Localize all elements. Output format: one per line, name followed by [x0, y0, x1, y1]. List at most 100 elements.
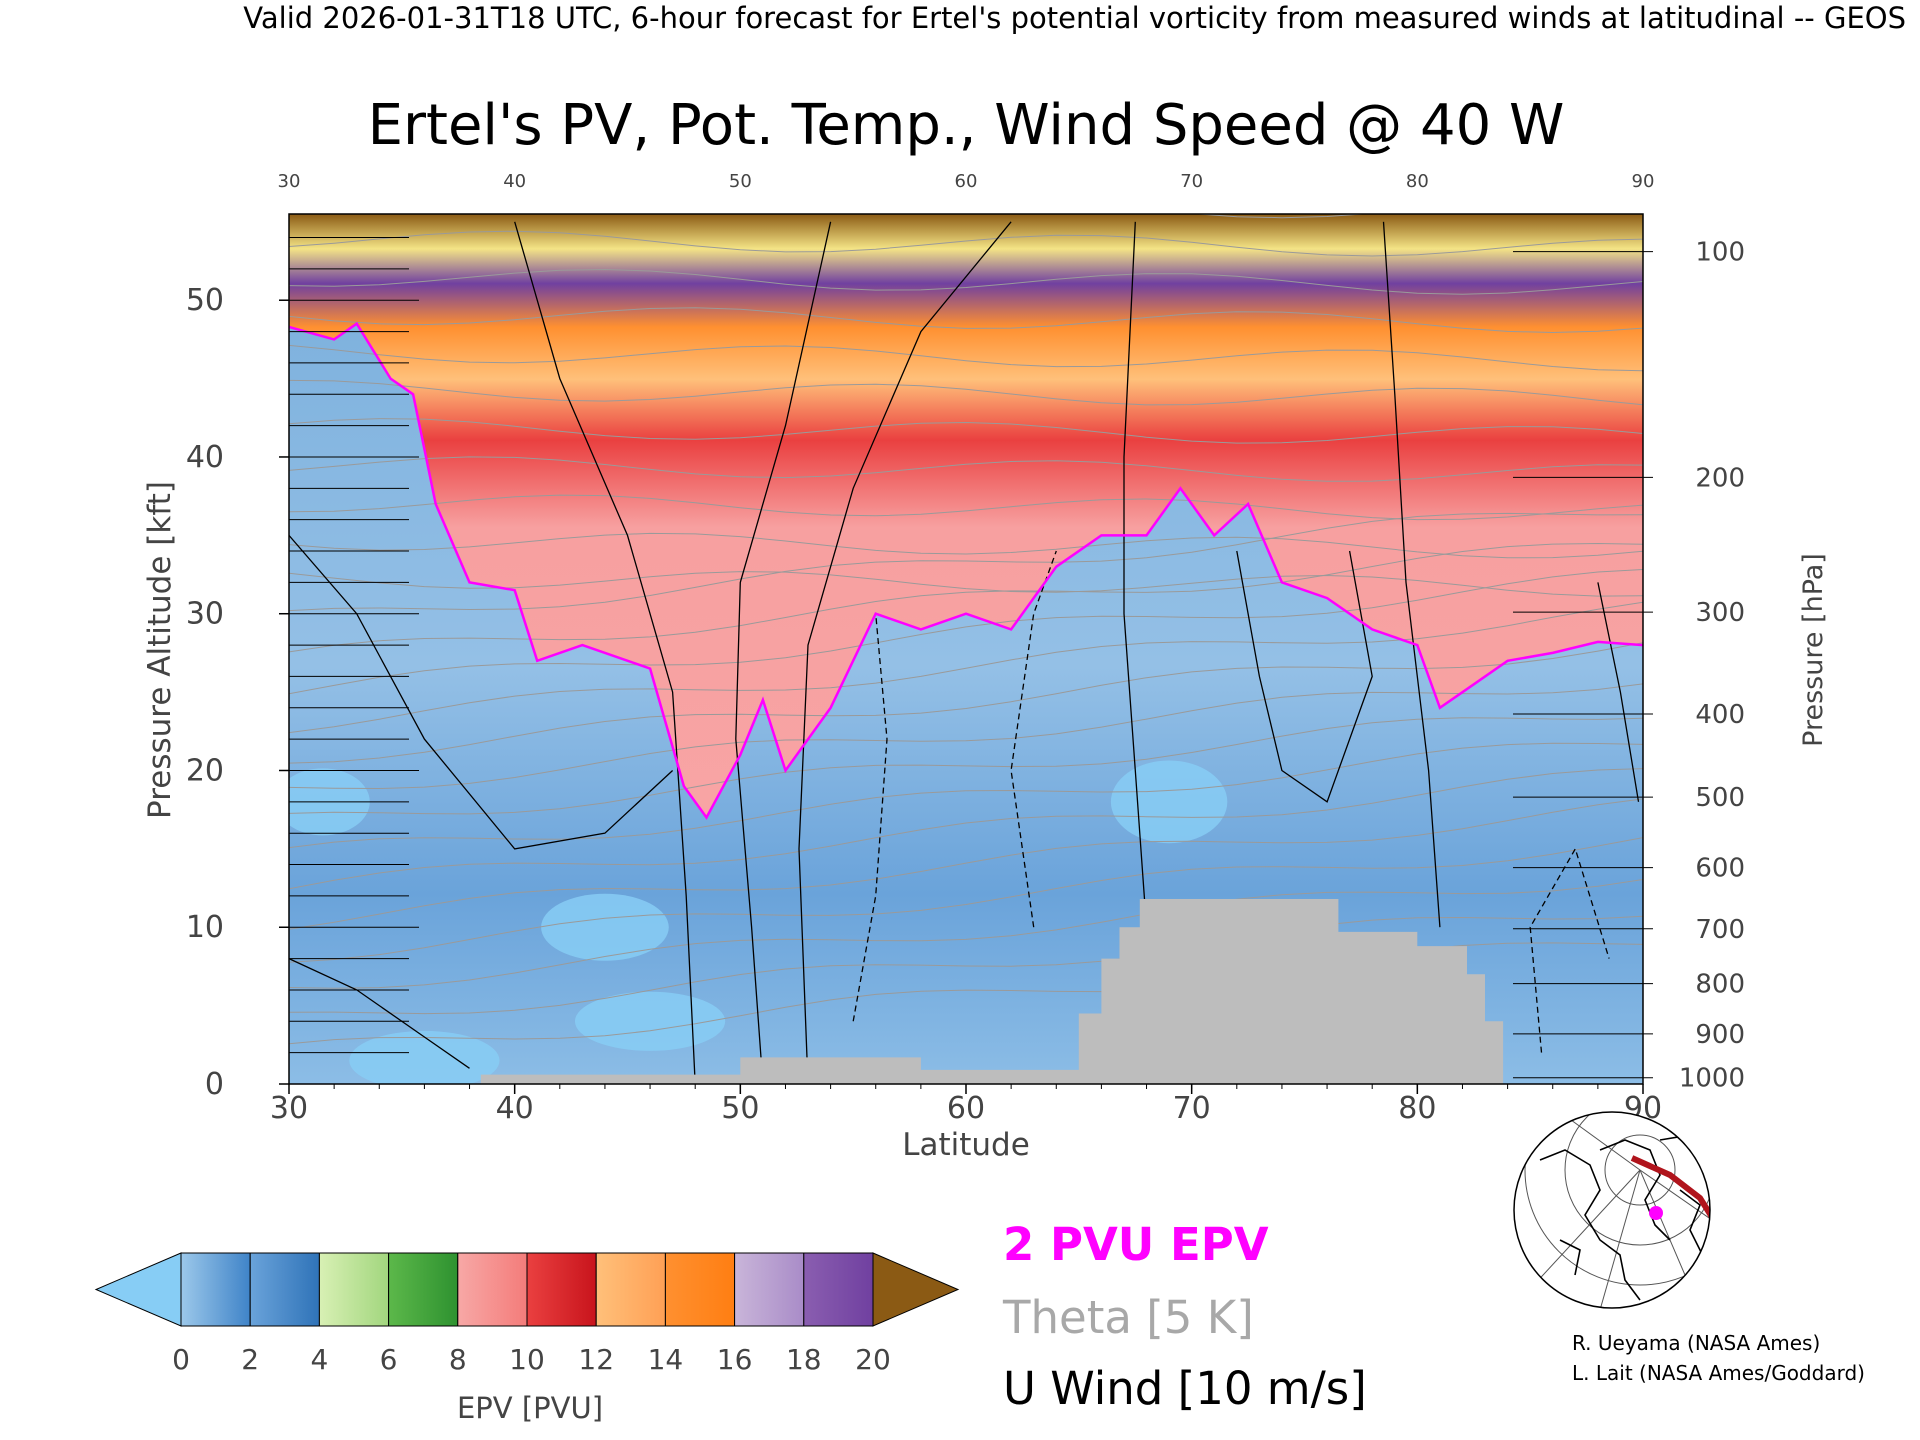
u-wind-contour: [1382, 221, 1441, 928]
theta-contour: [289, 915, 1643, 1015]
y-axis-left-label: Pressure Altitude [kft]: [142, 481, 178, 819]
y-right-tick-label: 1000: [1679, 1064, 1745, 1094]
y-right-tick-label: 100: [1695, 238, 1745, 268]
y-left-tick-label: 0: [205, 1067, 224, 1102]
colorbar-segment: [595, 1252, 666, 1327]
y-left-tick-label: 10: [186, 910, 224, 945]
colorbar-segment: [734, 1252, 805, 1327]
x-top-tick-label: 80: [1406, 171, 1429, 192]
under-range-patch: [574, 991, 726, 1051]
map-inset: [1513, 1111, 1711, 1309]
colorbar-segment: [388, 1252, 459, 1327]
colorbar-tick-label: 6: [380, 1343, 398, 1376]
y-right-tick-label: 700: [1695, 915, 1745, 945]
colorbar-segment: [457, 1252, 528, 1327]
colorbar-segment: [180, 1252, 251, 1327]
plot-area: [289, 214, 1643, 1084]
colorbar-over-triangle: [872, 1252, 960, 1327]
colorbar-segment: [249, 1252, 320, 1327]
colorbar-segment: [803, 1252, 874, 1327]
theta-contour: [289, 542, 1643, 653]
theta-contour: [289, 569, 1643, 695]
theta-contours: [289, 214, 1643, 1045]
u-wind-contour: [798, 221, 1012, 1084]
chart-title: Ertel's PV, Pot. Temp., Wind Speed @ 40 …: [368, 93, 1565, 158]
u-wind-contour: [852, 613, 888, 1022]
y-right-tick-label: 200: [1695, 463, 1745, 493]
legend-theta: Theta [5 K]: [1002, 1291, 1254, 1344]
theta-contour: [289, 768, 1643, 890]
u-wind-contour: [514, 221, 696, 1084]
tropopause-2pvu-line: [289, 321, 1643, 820]
theta-contour: [289, 512, 1643, 612]
colorbar-under-triangle: [94, 1252, 182, 1327]
theta-contour: [289, 683, 1643, 790]
colorbar-segment: [526, 1252, 597, 1327]
theta-contour: [289, 879, 1643, 989]
u-wind-contour: [735, 221, 832, 1084]
u-wind-contour: [1236, 550, 1373, 803]
x-tick-label: 80: [1398, 1091, 1436, 1126]
under-range-patch: [349, 1030, 500, 1084]
x-tick-label: 50: [721, 1091, 759, 1126]
theta-contour: [289, 571, 1643, 597]
colorbar-tick-label: 8: [449, 1343, 467, 1376]
u-wind-contour: [1123, 221, 1148, 928]
x-axis-label: Latitude: [902, 1127, 1030, 1163]
y-left-tick-label: 50: [186, 283, 224, 318]
u-wind-contour: [1597, 582, 1640, 802]
theta-contour: [289, 307, 1643, 334]
colorbar-segment: [664, 1252, 736, 1327]
theta-contour: [289, 717, 1643, 815]
y-right-tick-label: 900: [1695, 1020, 1745, 1050]
y-left-tick-label: 20: [186, 753, 224, 788]
colorbar-tick-label: 14: [648, 1343, 684, 1376]
colorbar-segment: [318, 1252, 390, 1327]
u-wind-contour: [1529, 847, 1610, 1053]
colorbar-tick-label: 18: [786, 1343, 822, 1376]
theta-contour: [289, 268, 1643, 295]
colorbar-tick-label: 4: [310, 1343, 328, 1376]
colorbar-tick-label: 0: [172, 1343, 190, 1376]
theta-contour: [289, 418, 1643, 444]
u-wind-contour: [289, 534, 674, 850]
x-top-tick-label: 30: [278, 171, 301, 192]
x-top-tick-label: 50: [729, 171, 752, 192]
y-right-tick-label: 400: [1695, 700, 1745, 730]
colorbar-tick-label: 10: [509, 1343, 545, 1376]
theta-contour: [289, 837, 1643, 963]
colorbar-tick-label: 2: [241, 1343, 259, 1376]
u-wind-contour: [289, 958, 470, 1069]
theta-contour: [289, 601, 1643, 734]
under-range-patch: [541, 893, 669, 961]
x-tick-label: 70: [1173, 1091, 1211, 1126]
credit-1: R. Ueyama (NASA Ames): [1572, 1331, 1820, 1355]
terrain-mask: [480, 899, 1504, 1084]
under-range-patch: [1110, 760, 1228, 844]
colorbar-tick-label: 20: [855, 1343, 891, 1376]
y-axis-right: 100 200 300 400 500 600 700 800 900 1000: [1513, 238, 1745, 1094]
y-axis-right-label: Pressure [hPa]: [1798, 553, 1829, 747]
theta-contour: [289, 532, 1643, 559]
x-top-tick-label: 70: [1180, 171, 1203, 192]
theta-contour: [289, 379, 1643, 406]
y-right-tick-label: 300: [1695, 598, 1745, 628]
y-left-tick-label: 40: [186, 440, 224, 475]
colorbar-tick-label: 12: [578, 1343, 614, 1376]
x-tick-label: 30: [270, 1091, 308, 1126]
u-wind-contours: [289, 221, 1640, 1084]
legend-u-wind: U Wind [10 m/s]: [1003, 1362, 1367, 1415]
colorbar-label: EPV [PVU]: [457, 1391, 603, 1425]
x-top-tick-label: 90: [1632, 171, 1655, 192]
theta-contour: [289, 642, 1643, 764]
x-top-tick-label: 40: [503, 171, 526, 192]
y-left-tick-label: 30: [186, 597, 224, 632]
y-axis-left: 0 10 20 30 40 50: [186, 237, 419, 1102]
x-top-tick-label: 60: [955, 171, 978, 192]
theta-contour: [289, 230, 1643, 257]
credit-2: L. Lait (NASA Ames/Goddard): [1572, 1361, 1865, 1385]
theta-contour: [289, 494, 1643, 521]
x-tick-label: 40: [496, 1091, 534, 1126]
